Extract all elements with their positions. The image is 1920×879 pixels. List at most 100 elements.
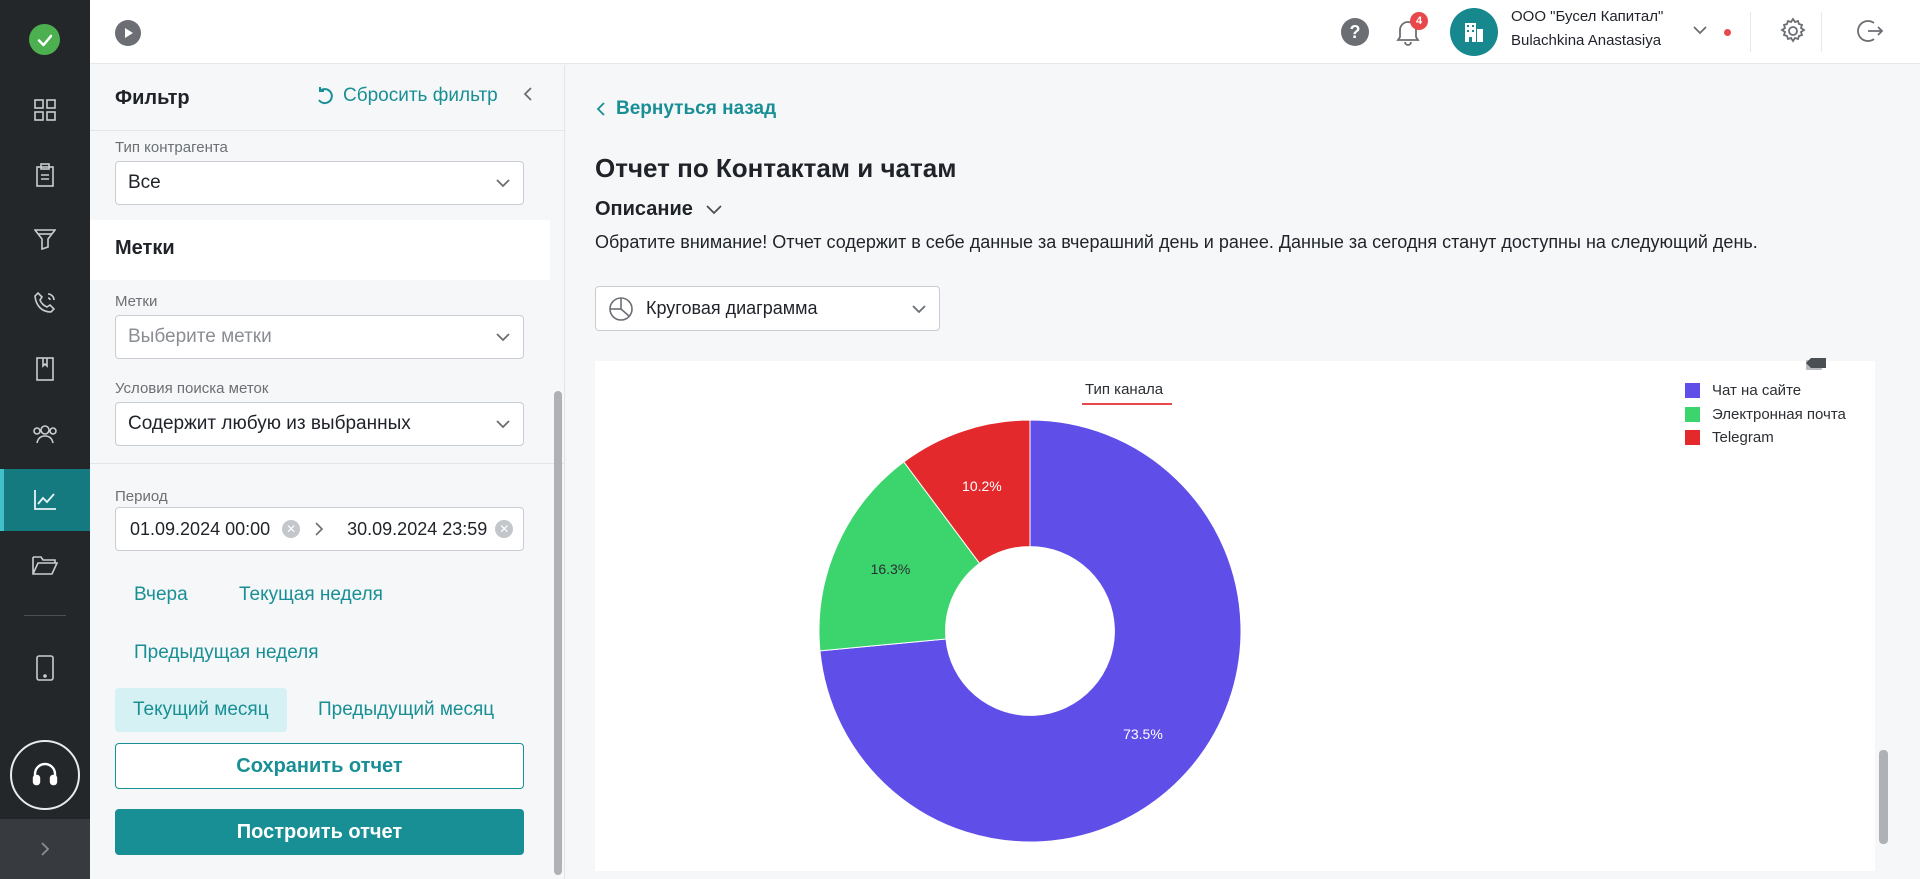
rail-item-calls[interactable] xyxy=(0,272,90,334)
chevron-down-icon xyxy=(706,205,722,215)
clear-date-from-icon[interactable]: ✕ xyxy=(282,520,301,538)
rail-item-documents[interactable] xyxy=(0,144,90,206)
support-button[interactable] xyxy=(10,740,80,810)
pie-chart: 73.5% 16.3% 10.2% xyxy=(818,419,1242,843)
rail-item-tablet[interactable] xyxy=(0,637,90,699)
rail-divider xyxy=(24,615,66,616)
chevron-down-icon xyxy=(496,333,510,342)
collapse-filter-button[interactable] xyxy=(523,86,533,107)
tags-section-header: Метки xyxy=(90,220,550,280)
save-report-button[interactable]: Сохранить отчет xyxy=(115,743,524,789)
phone-icon xyxy=(34,291,56,313)
pie-slice-2[interactable] xyxy=(903,419,1031,565)
play-button[interactable] xyxy=(115,20,141,46)
help-icon[interactable]: ? xyxy=(1341,18,1369,46)
play-icon xyxy=(125,28,133,38)
pie-slice-label: 16.3% xyxy=(871,561,911,577)
period-current-week[interactable]: Текущая неделя xyxy=(239,584,383,605)
chevron-down-icon xyxy=(1693,26,1707,35)
chart-title-underline xyxy=(1082,403,1172,405)
page-title: Отчет по Контактам и чатам xyxy=(595,153,957,183)
chart-title: Тип канала xyxy=(1085,381,1164,398)
status-dot xyxy=(1724,29,1731,36)
headset-icon xyxy=(32,762,58,786)
logout-icon xyxy=(1857,20,1884,42)
rail-item-reports[interactable] xyxy=(0,469,90,531)
chevron-down-icon xyxy=(496,179,510,188)
logout-button[interactable] xyxy=(1856,17,1884,50)
content-scrollbar[interactable] xyxy=(1879,750,1888,844)
legend-item[interactable]: Электронная почта xyxy=(1685,403,1846,427)
chevron-left-icon xyxy=(523,87,532,101)
topbar-divider xyxy=(1750,12,1751,52)
period-yesterday[interactable]: Вчера xyxy=(134,584,188,605)
tag-conditions-value: Содержит любую из выбранных xyxy=(128,413,411,434)
pie-slice-label: 73.5% xyxy=(1123,726,1163,742)
rail-item-folder[interactable] xyxy=(0,534,90,596)
org-avatar[interactable] xyxy=(1450,8,1498,56)
account-menu-toggle[interactable] xyxy=(1692,22,1708,40)
chart-type-select[interactable]: Круговая диаграмма xyxy=(595,286,940,331)
pie-slice-1[interactable] xyxy=(818,461,981,652)
rail-item-contacts[interactable] xyxy=(0,403,90,465)
tags-placeholder: Выберите метки xyxy=(128,326,272,347)
tag-conditions-select[interactable]: Содержит любую из выбранных xyxy=(115,402,524,446)
period-previous-week[interactable]: Предыдущая неделя xyxy=(134,642,319,663)
filter-panel: Фильтр Сбросить фильтр Тип контрагента В… xyxy=(90,65,565,879)
chevron-right-icon xyxy=(41,842,50,856)
period-previous-month[interactable]: Предыдущий месяц xyxy=(318,699,495,720)
documents-icon xyxy=(36,163,54,187)
funnel-icon xyxy=(34,229,56,250)
description-title: Описание xyxy=(595,198,693,220)
rail-item-funnel[interactable] xyxy=(0,208,90,270)
rail-item-dashboard[interactable] xyxy=(0,79,90,141)
app-logo[interactable] xyxy=(29,24,60,55)
period-range-picker[interactable]: 01.09.2024 00:00 ✕ 30.09.2024 23:59 ✕ xyxy=(115,507,524,551)
tag-conditions-label: Условия поиска меток xyxy=(115,380,269,397)
period-current-month[interactable]: Текущий месяц xyxy=(115,688,287,732)
tag-icon[interactable] xyxy=(1805,357,1827,369)
clear-date-to-icon[interactable]: ✕ xyxy=(495,520,514,538)
reset-filter-button[interactable]: Сбросить фильтр xyxy=(315,85,498,107)
org-name: ООО "Бусел Капитал" xyxy=(1511,8,1664,25)
tags-select[interactable]: Выберите метки xyxy=(115,315,524,359)
counterparty-type-select[interactable]: Все xyxy=(115,161,524,205)
filter-title: Фильтр xyxy=(115,87,190,109)
filter-scrollbar[interactable] xyxy=(554,391,562,875)
building-icon xyxy=(1465,23,1483,42)
description-text: Обратите внимание! Отчет содержит в себе… xyxy=(595,232,1758,252)
left-rail xyxy=(0,0,90,879)
filter-header: Фильтр Сбросить фильтр xyxy=(90,65,565,131)
pie-chart-icon xyxy=(609,296,633,321)
pie-slice-label: 10.2% xyxy=(962,478,1002,494)
back-link[interactable]: Вернуться назад xyxy=(596,98,776,120)
legend-swatch xyxy=(1685,406,1700,422)
date-from[interactable]: 01.09.2024 00:00 xyxy=(130,518,271,539)
description-toggle[interactable]: Описание xyxy=(595,198,723,221)
top-bar: ? 4 ООО "Бусел Капитал" Bulachkina Anast… xyxy=(90,0,1920,64)
counterparty-type-value: Все xyxy=(128,172,161,193)
refresh-icon xyxy=(318,87,333,105)
user-name: Bulachkina Anastasiya xyxy=(1511,32,1662,49)
build-report-button[interactable]: Построить отчет xyxy=(115,809,524,855)
grid-icon xyxy=(34,99,56,121)
chart-legend: Чат на сайте Электронная почта Telegram xyxy=(1685,379,1846,450)
period-label: Период xyxy=(115,488,168,505)
legend-label: Чат на сайте xyxy=(1712,382,1802,400)
topbar-divider xyxy=(1821,12,1822,52)
chart-container: 73.5% 16.3% 10.2% Тип канала Чат на сайте Э… xyxy=(595,358,1875,871)
counterparty-type-label: Тип контрагента xyxy=(115,139,228,156)
expand-rail-button[interactable] xyxy=(0,819,90,879)
legend-item[interactable]: Чат на сайте xyxy=(1685,379,1846,403)
chevron-down-icon xyxy=(912,304,926,313)
folder-icon xyxy=(32,556,58,575)
legend-item[interactable]: Telegram xyxy=(1685,426,1846,450)
pie-slice-0[interactable] xyxy=(819,419,1242,843)
chevron-left-icon xyxy=(596,102,605,116)
rail-item-book[interactable] xyxy=(0,338,90,400)
chevron-right-icon xyxy=(315,522,324,536)
report-content: Вернуться назад Отчет по Контактам и чат… xyxy=(566,65,1920,879)
date-to[interactable]: 30.09.2024 23:59 xyxy=(347,518,488,539)
settings-button[interactable] xyxy=(1779,17,1807,50)
tags-section-title: Метки xyxy=(115,237,175,259)
